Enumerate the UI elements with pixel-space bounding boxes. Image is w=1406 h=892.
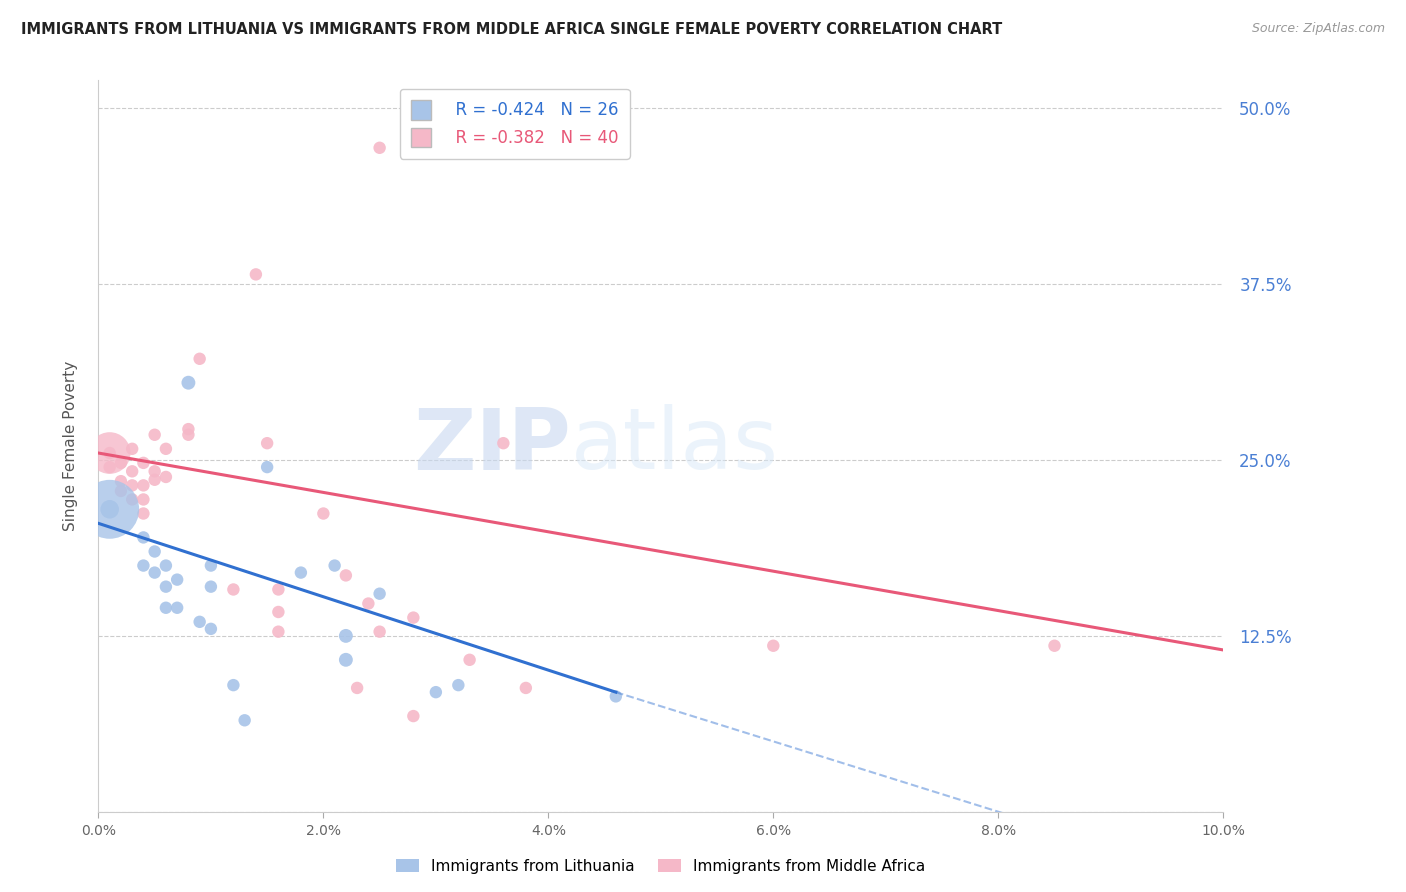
Point (256, 460, 278, 475)
Point (323, 558, 346, 573)
Point (267, 582, 290, 597)
Point (200, 622, 222, 636)
Point (132, 507, 155, 521)
Point (155, 470, 177, 484)
Point (98, 502, 121, 516)
Text: ZIP: ZIP (413, 404, 571, 488)
Point (402, 709, 425, 723)
Point (143, 464, 166, 478)
Point (335, 568, 357, 582)
Point (1043, 639, 1066, 653)
Y-axis label: Single Female Poverty: Single Female Poverty (63, 361, 77, 531)
Point (132, 530, 155, 544)
Point (110, 483, 132, 498)
Point (425, 685, 447, 699)
Point (267, 605, 290, 619)
Point (357, 597, 380, 611)
Point (368, 587, 391, 601)
Point (492, 436, 515, 450)
Point (121, 442, 143, 456)
Point (177, 422, 200, 436)
Point (143, 473, 166, 487)
Point (222, 678, 245, 692)
Text: IMMIGRANTS FROM LITHUANIA VS IMMIGRANTS FROM MIDDLE AFRICA SINGLE FEMALE POVERTY: IMMIGRANTS FROM LITHUANIA VS IMMIGRANTS … (21, 22, 1002, 37)
Point (245, 268, 267, 282)
Point (762, 639, 785, 653)
Point (447, 678, 470, 692)
Legend:   R = -0.424   N = 26,   R = -0.382   N = 40: R = -0.424 N = 26, R = -0.382 N = 40 (399, 88, 630, 159)
Point (177, 376, 200, 390)
Point (605, 690, 627, 704)
Point (143, 544, 166, 558)
Point (132, 456, 155, 470)
Point (177, 427, 200, 442)
Point (335, 629, 357, 643)
Point (188, 351, 211, 366)
Point (458, 653, 481, 667)
Point (155, 600, 177, 615)
Point (155, 580, 177, 594)
Point (121, 464, 143, 478)
Point (312, 507, 335, 521)
Point (155, 442, 177, 456)
Point (110, 456, 132, 470)
Point (166, 600, 188, 615)
Point (200, 558, 222, 573)
Point (402, 610, 425, 624)
Point (132, 478, 155, 492)
Point (143, 566, 166, 580)
Point (515, 681, 537, 695)
Point (368, 141, 391, 155)
Point (222, 582, 245, 597)
Text: atlas: atlas (571, 404, 779, 488)
Point (143, 427, 166, 442)
Point (166, 573, 188, 587)
Text: Source: ZipAtlas.com: Source: ZipAtlas.com (1251, 22, 1385, 36)
Point (267, 624, 290, 639)
Point (256, 436, 278, 450)
Point (98, 446, 121, 460)
Point (121, 492, 143, 507)
Point (132, 558, 155, 573)
Point (132, 492, 155, 507)
Point (155, 558, 177, 573)
Point (290, 566, 312, 580)
Point (335, 653, 357, 667)
Point (110, 474, 132, 488)
Point (346, 681, 368, 695)
Point (98, 446, 121, 460)
Point (200, 580, 222, 594)
Point (368, 624, 391, 639)
Point (98, 502, 121, 516)
Point (188, 615, 211, 629)
Point (121, 478, 143, 492)
Legend: Immigrants from Lithuania, Immigrants from Middle Africa: Immigrants from Lithuania, Immigrants fr… (391, 853, 931, 880)
Point (98, 460, 121, 475)
Point (233, 714, 256, 728)
